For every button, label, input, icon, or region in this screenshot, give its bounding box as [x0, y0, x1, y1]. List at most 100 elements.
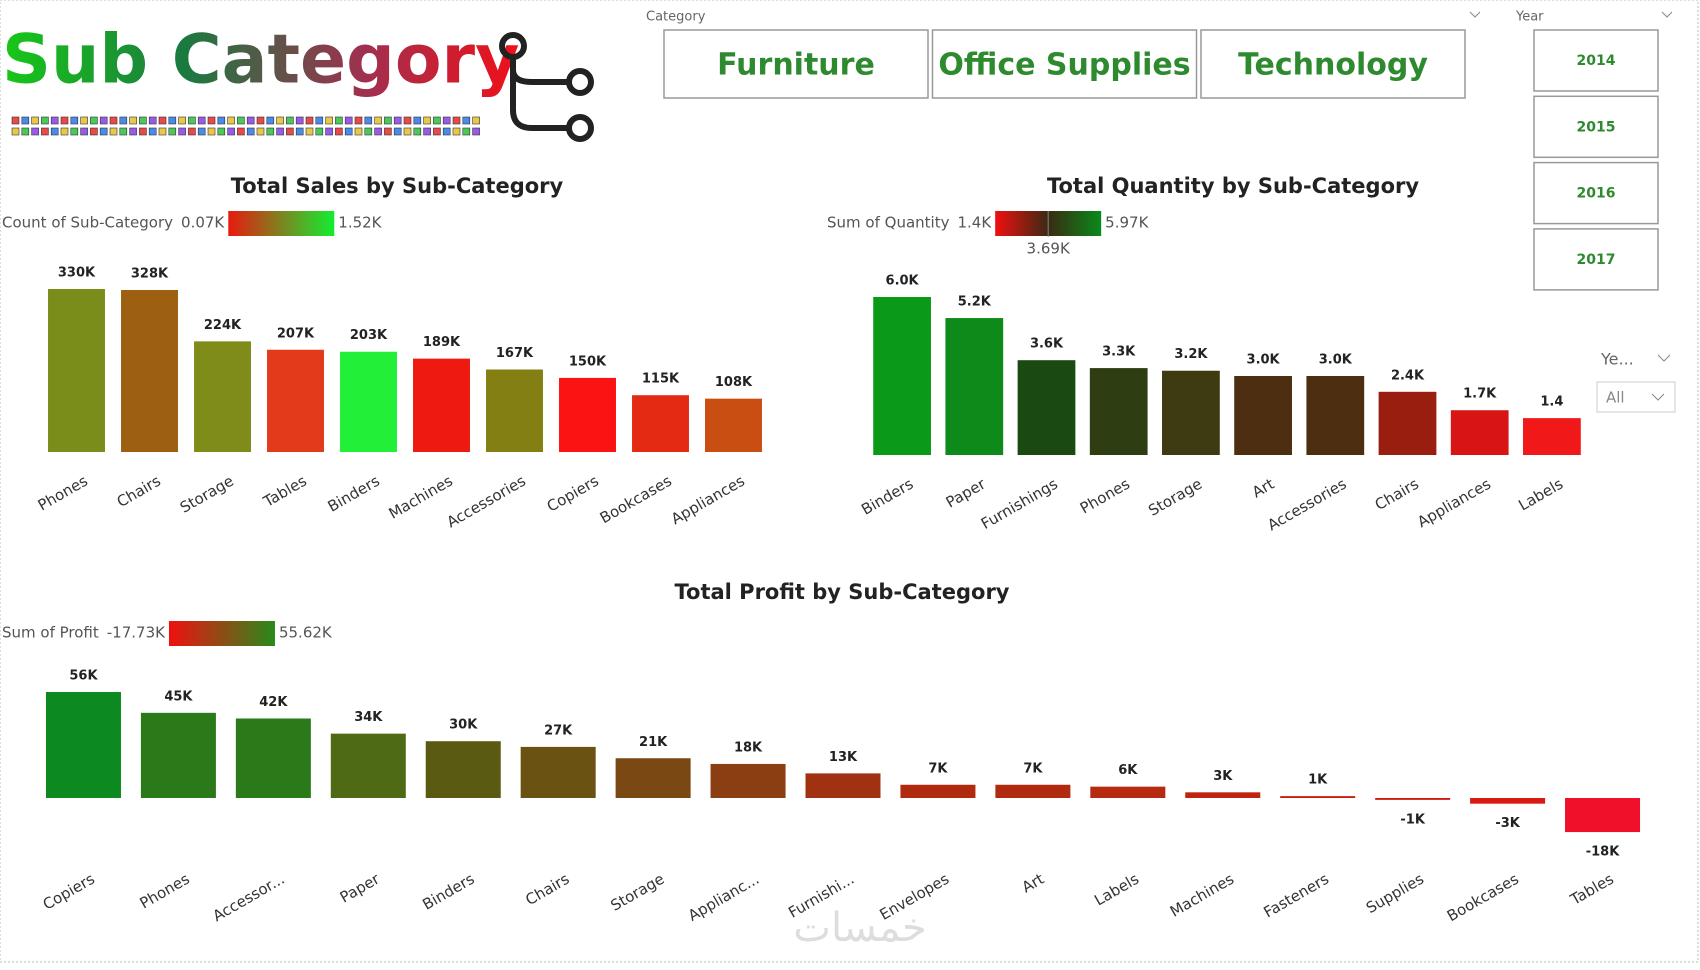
- bar: [995, 784, 1071, 798]
- decor-square: [472, 116, 480, 125]
- decor-square: [119, 116, 128, 125]
- category-button[interactable]: [663, 29, 929, 99]
- legend-title: Count of Sub-Category: [2, 214, 173, 232]
- decor-square: [403, 116, 412, 125]
- decor-square: [158, 116, 167, 125]
- year-button[interactable]: [1533, 95, 1659, 159]
- decor-square: [99, 127, 108, 136]
- year-button[interactable]: [1533, 29, 1659, 92]
- decor-square: [315, 116, 324, 125]
- bar: [48, 289, 105, 452]
- value-label: 3K: [1213, 769, 1233, 784]
- value-label: 27K: [544, 723, 573, 738]
- decor-square: [442, 116, 451, 125]
- value-label: 3.0K: [1319, 353, 1353, 368]
- chart-title: Total Profit by Sub-Category: [675, 580, 1010, 604]
- decor-square: [413, 127, 422, 136]
- decor-square: [433, 116, 441, 125]
- category-button-label: Office Supplies: [938, 48, 1190, 83]
- chevron: [1661, 11, 1673, 18]
- decor-square: [11, 127, 20, 136]
- value-label: 224K: [204, 318, 242, 333]
- decor-square: [168, 127, 177, 136]
- legend-bar: [168, 621, 275, 646]
- decor-square: [168, 116, 177, 125]
- year-dropdown[interactable]: [1596, 381, 1676, 413]
- decor-square: [344, 127, 353, 136]
- decor-square: [197, 116, 206, 125]
- bar: [1523, 418, 1581, 455]
- value-label: 1K: [1308, 773, 1328, 788]
- value-label: 207K: [277, 326, 315, 341]
- decor-square: [364, 127, 373, 136]
- value-label: 1.4: [1540, 395, 1563, 410]
- value-label: 56K: [69, 669, 98, 684]
- decor-square: [384, 116, 392, 125]
- legend-mid: 3.69K: [1027, 240, 1071, 258]
- bar: [1234, 376, 1292, 455]
- legend-min: 1.4K: [957, 214, 992, 232]
- value-label: -18K: [1586, 845, 1620, 860]
- legend-max: 5.97K: [1105, 214, 1149, 232]
- decor-square: [266, 127, 275, 136]
- year-button-label: 2015: [1577, 119, 1616, 135]
- bar: [1565, 798, 1641, 833]
- legend-title: Sum of Quantity: [827, 214, 950, 232]
- decor-square: [21, 116, 30, 125]
- chart-title: Total Sales by Sub-Category: [231, 174, 564, 198]
- value-label: 3.6K: [1030, 337, 1064, 352]
- year-button-label: 2016: [1577, 186, 1616, 202]
- decor-square: [266, 116, 275, 125]
- bar: [615, 758, 691, 798]
- value-label: -1K: [1400, 812, 1425, 827]
- decor-square: [325, 127, 333, 136]
- value-label: 328K: [131, 266, 169, 281]
- year-button[interactable]: [1533, 228, 1659, 291]
- decor-square: [237, 127, 245, 136]
- value-label: 203K: [350, 328, 388, 343]
- decor-square: [354, 127, 363, 136]
- decor-square: [217, 116, 226, 125]
- bar: [1306, 376, 1365, 455]
- value-label: -3K: [1495, 816, 1520, 831]
- legend-title: Sum of Profit: [2, 624, 99, 642]
- decor-square: [41, 116, 49, 125]
- bar: [710, 763, 786, 798]
- category-button[interactable]: [931, 29, 1198, 99]
- year-dropdown-label: Ye...: [1600, 350, 1634, 369]
- bar: [705, 398, 762, 452]
- decor-square: [70, 127, 79, 136]
- year-button[interactable]: [1533, 161, 1659, 225]
- value-label: 6K: [1118, 763, 1138, 778]
- decor-square: [70, 116, 79, 125]
- bar: [194, 341, 251, 452]
- value-label: 42K: [259, 695, 288, 710]
- decor-square: [148, 116, 157, 125]
- bar: [140, 712, 216, 798]
- decor-square: [90, 127, 98, 136]
- bar: [520, 746, 596, 798]
- bar: [1090, 786, 1166, 798]
- value-label: 108K: [715, 375, 753, 390]
- bar: [1378, 391, 1437, 455]
- value-label: 330K: [58, 266, 96, 281]
- bar: [486, 369, 543, 452]
- category-button[interactable]: [1200, 29, 1466, 99]
- bar: [45, 692, 121, 798]
- decor-square: [393, 127, 402, 136]
- decor-square: [384, 127, 392, 136]
- decor-square: [158, 127, 167, 136]
- chevron: [1469, 11, 1481, 18]
- chevron: [1657, 354, 1671, 362]
- decor-square: [31, 127, 39, 136]
- decor-square: [286, 116, 294, 125]
- legend-bar: [228, 211, 335, 236]
- value-label: 30K: [449, 718, 478, 733]
- value-label: 115K: [642, 372, 680, 387]
- decor-square: [80, 116, 88, 125]
- decor-square: [276, 116, 284, 125]
- decor-square: [109, 127, 118, 136]
- bar: [1450, 410, 1509, 455]
- decor-square: [286, 127, 294, 136]
